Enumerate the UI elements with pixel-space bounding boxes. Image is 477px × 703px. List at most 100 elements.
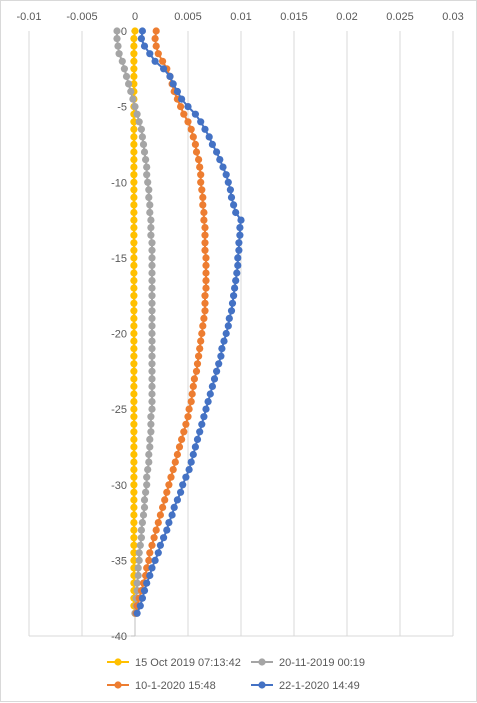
x-tick-label: 0.03	[442, 11, 463, 23]
data-point	[130, 511, 138, 519]
data-point	[202, 284, 210, 292]
data-point	[222, 171, 230, 179]
data-point	[130, 375, 138, 383]
data-point	[151, 556, 159, 565]
data-point	[138, 594, 146, 602]
data-point	[130, 367, 138, 375]
y-tick-label: -15	[111, 253, 127, 265]
x-tick-label: 0.005	[174, 11, 202, 23]
data-point	[133, 110, 141, 118]
data-point	[130, 314, 138, 322]
data-point	[189, 382, 197, 390]
data-point	[170, 503, 178, 511]
gridlines	[28, 31, 454, 636]
series-line	[135, 30, 207, 614]
data-point	[199, 193, 207, 201]
data-point	[130, 193, 138, 201]
data-point	[130, 42, 138, 50]
data-point	[138, 519, 146, 527]
data-point	[143, 579, 151, 587]
y-tick-labels: 0 -5 -10 -15 -20 -25 -30 -35 -40	[111, 26, 127, 643]
data-point	[130, 292, 138, 300]
data-point	[184, 103, 192, 111]
data-point	[134, 571, 142, 580]
data-point	[130, 163, 138, 171]
data-point	[145, 186, 153, 194]
data-point	[163, 526, 171, 534]
data-point	[130, 307, 138, 315]
data-point	[191, 443, 199, 451]
data-point	[235, 246, 243, 254]
data-point	[202, 269, 210, 277]
data-point	[163, 488, 171, 496]
data-point	[130, 329, 138, 338]
data-point	[179, 481, 187, 489]
data-point	[152, 27, 160, 35]
data-point	[182, 473, 190, 481]
data-point	[146, 201, 154, 209]
data-point	[130, 549, 138, 557]
data-point	[152, 42, 160, 50]
data-point	[200, 216, 208, 224]
data-point	[196, 163, 204, 171]
data-point	[148, 375, 156, 383]
data-point	[198, 186, 206, 194]
data-point	[197, 178, 205, 186]
x-tick-labels: -0.01 -0.005 0 0.005 0.01 0.015 0.02 0.025 0.03	[16, 11, 463, 23]
data-point	[144, 178, 152, 186]
data-point	[213, 367, 221, 375]
data-point	[198, 329, 206, 338]
data-point	[144, 466, 152, 474]
data-point	[148, 239, 156, 247]
data-point	[187, 125, 195, 133]
data-point	[187, 458, 195, 466]
data-point	[130, 57, 138, 65]
data-point	[145, 450, 153, 459]
data-point	[137, 35, 145, 43]
data-point	[130, 299, 138, 307]
data-point	[130, 80, 138, 88]
data-point	[199, 322, 207, 330]
legend-label: 20-11-2019 00:19	[279, 657, 365, 669]
data-point	[130, 156, 138, 164]
data-point	[142, 156, 150, 164]
data-point	[195, 156, 203, 164]
data-point	[213, 148, 221, 156]
data-point	[225, 314, 233, 322]
data-point	[137, 526, 145, 534]
data-point	[220, 337, 228, 345]
data-point	[234, 261, 242, 269]
x-tick-label: -0.005	[66, 11, 97, 23]
data-point	[130, 413, 138, 421]
data-point	[224, 322, 232, 330]
data-point	[130, 246, 138, 254]
data-point	[134, 564, 142, 572]
data-point	[130, 450, 138, 459]
data-point	[130, 140, 138, 148]
y-tick-label: -5	[117, 102, 127, 114]
data-point	[227, 193, 236, 201]
data-point	[140, 496, 149, 504]
data-point	[130, 186, 138, 194]
data-point	[130, 337, 138, 345]
x-tick-label: 0.02	[336, 11, 357, 23]
data-point	[148, 254, 156, 262]
data-point	[146, 549, 154, 557]
data-point	[180, 110, 188, 118]
data-point	[148, 398, 156, 406]
data-point	[145, 193, 153, 201]
data-point	[131, 27, 139, 35]
data-point	[135, 118, 143, 126]
data-point	[230, 201, 238, 209]
data-point	[202, 254, 210, 262]
data-point	[200, 208, 208, 217]
data-point	[148, 405, 156, 413]
data-point	[127, 87, 135, 96]
data-point	[190, 375, 198, 383]
legend-swatch-marker	[114, 681, 122, 689]
data-point	[159, 503, 167, 511]
legend-item: 20-11-2019 00:19	[251, 657, 365, 669]
data-point	[130, 556, 138, 565]
data-point	[130, 345, 138, 353]
